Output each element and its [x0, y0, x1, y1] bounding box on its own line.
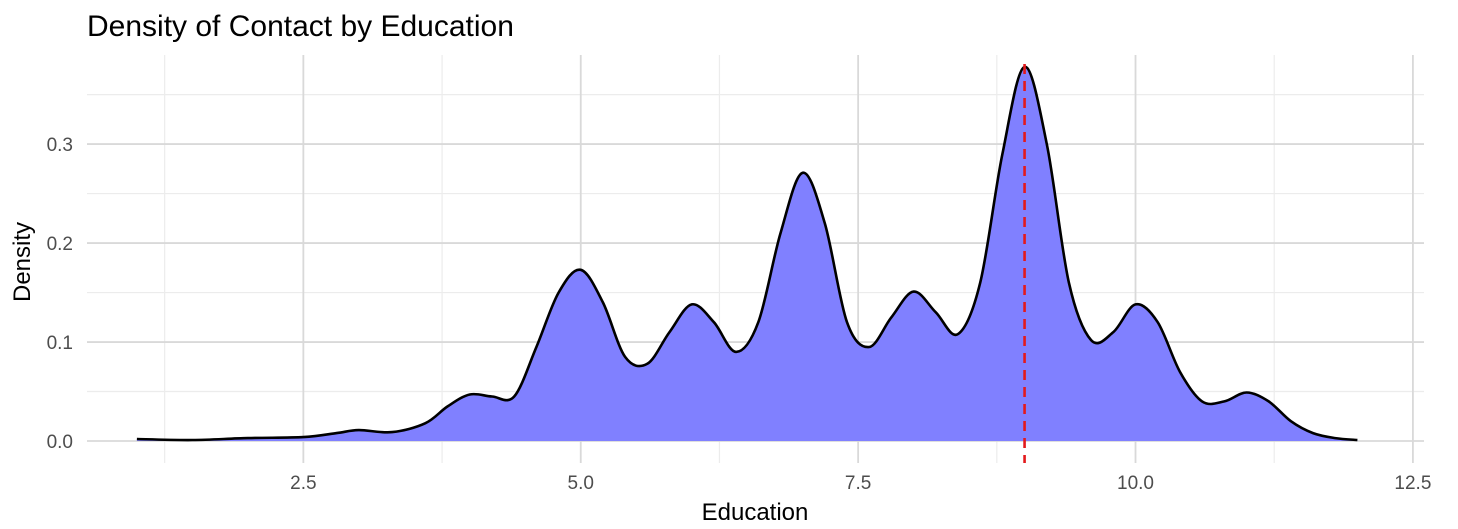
y-tick-label: 0.3	[47, 135, 73, 156]
x-axis-ticks: 2.5 5.0 7.5 10.0 12.5	[290, 473, 1431, 494]
x-axis-title: Education	[702, 499, 809, 526]
density-line	[136, 65, 1358, 442]
y-axis-title: Density	[9, 222, 36, 302]
x-tick-label: 2.5	[290, 473, 316, 494]
y-tick-label: 0.2	[47, 234, 73, 255]
x-tick-label: 12.5	[1394, 473, 1431, 494]
x-tick-label: 5.0	[568, 473, 594, 494]
y-tick-label: 0.1	[47, 333, 73, 354]
x-tick-label: 7.5	[845, 473, 871, 494]
y-tick-label: 0.0	[47, 432, 73, 453]
density-area	[136, 66, 1358, 441]
x-tick-label: 10.0	[1117, 473, 1154, 494]
density-series	[136, 65, 1358, 442]
y-axis-ticks: 0.0 0.1 0.2 0.3	[47, 135, 73, 453]
chart-title: Density of Contact by Education	[87, 10, 514, 43]
